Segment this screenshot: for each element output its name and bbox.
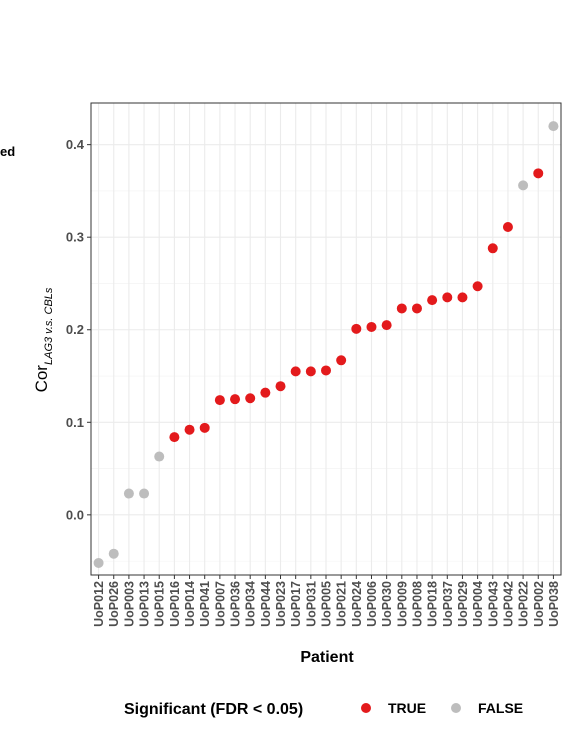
data-point-uop017 [290, 366, 301, 377]
x-tick-label: UoP005 [320, 581, 334, 627]
data-point-uop041 [199, 422, 210, 433]
data-point-uop038 [548, 121, 559, 132]
data-point-uop029 [457, 292, 468, 303]
x-tick-label: UoP034 [244, 581, 258, 627]
data-point-uop003 [123, 488, 134, 499]
data-point-uop024 [351, 323, 362, 334]
x-tick-label: UoP044 [259, 581, 273, 627]
y-axis-ticks: 0.0 0.1 0.2 0.3 0.4 [66, 137, 91, 522]
x-tick-label: UoP012 [92, 581, 106, 627]
x-tick-label: UoP038 [547, 581, 561, 627]
data-point-uop021 [336, 355, 347, 366]
data-point-uop013 [139, 488, 150, 499]
x-tick-label: UoP004 [471, 581, 485, 627]
x-tick-label: UoP015 [153, 581, 167, 627]
x-tick-label: UoP017 [289, 581, 303, 627]
data-point-uop030 [381, 320, 392, 331]
data-point-uop016 [169, 432, 180, 443]
grid-major [91, 103, 561, 575]
data-point-uop043 [487, 243, 498, 254]
legend-label-false: FALSE [478, 700, 523, 716]
x-tick-label: UoP013 [138, 581, 152, 627]
data-point-uop042 [502, 222, 513, 233]
data-point-uop002 [533, 168, 544, 179]
y-axis-title-subscript: LAG3 v.s. CBLs [43, 287, 55, 365]
x-tick-label: UoP041 [198, 581, 212, 627]
data-point-uop037 [442, 292, 453, 303]
x-axis-ticks: UoP012 UoP026 UoP003 UoP013 UoP015 UoP016 UoP0… [92, 575, 561, 627]
x-tick-label: UoP016 [168, 581, 182, 627]
x-tick-label: UoP036 [229, 581, 243, 627]
data-point-uop006 [366, 321, 377, 332]
legend-marker-true [361, 703, 371, 713]
legend: Significant (FDR < 0.05) TRUE FALSE [124, 700, 523, 718]
data-point-uop015 [154, 451, 165, 462]
data-point-uop009 [396, 303, 407, 314]
x-tick-label: UoP006 [365, 581, 379, 627]
y-tick-label: 0.1 [66, 415, 84, 430]
data-points [93, 121, 559, 568]
x-axis-title: Patient [300, 649, 354, 666]
y-tick-label: 0.2 [66, 322, 84, 337]
x-tick-label: UoP030 [380, 581, 394, 627]
x-tick-label: UoP007 [213, 581, 227, 627]
x-tick-label: UoP002 [532, 581, 546, 627]
x-tick-label: UoP031 [304, 581, 318, 627]
data-point-uop005 [321, 365, 331, 376]
data-point-uop036 [230, 394, 241, 405]
data-point-uop008 [411, 303, 422, 314]
data-point-uop044 [260, 387, 271, 398]
x-tick-label: UoP024 [350, 581, 364, 627]
x-tick-label: UoP026 [107, 581, 121, 627]
y-axis-title: CorLAG3 v.s. CBLs [32, 287, 55, 392]
data-point-uop034 [245, 393, 256, 404]
x-tick-label: UoP014 [183, 581, 197, 627]
data-point-uop022 [518, 180, 529, 191]
x-tick-label: UoP021 [335, 581, 349, 627]
data-point-uop012 [93, 557, 104, 568]
data-point-uop018 [427, 295, 438, 306]
data-point-uop014 [184, 424, 195, 435]
x-tick-label: UoP037 [441, 581, 455, 627]
y-tick-label: 0.0 [66, 507, 84, 522]
y-axis-title-main: Cor [32, 365, 51, 393]
x-tick-label: UoP042 [501, 581, 515, 627]
data-point-uop026 [108, 548, 119, 559]
y-tick-label: 0.3 [66, 230, 84, 245]
data-point-uop007 [214, 395, 225, 406]
x-tick-label: UoP043 [486, 581, 500, 627]
legend-title: Significant (FDR < 0.05) [124, 701, 303, 718]
y-tick-label: 0.4 [66, 137, 85, 152]
data-point-uop031 [305, 366, 316, 377]
x-tick-label: UoP008 [410, 581, 424, 627]
cut-off-text: ed [0, 144, 15, 159]
legend-marker-false [451, 703, 461, 713]
x-tick-label: UoP018 [426, 581, 440, 627]
x-tick-label: UoP022 [517, 581, 531, 627]
data-point-uop004 [472, 281, 483, 292]
legend-label-true: TRUE [388, 700, 426, 716]
data-point-uop023 [275, 381, 286, 392]
x-tick-label: UoP003 [122, 581, 136, 627]
x-tick-label: UoP009 [395, 581, 409, 627]
x-tick-label: UoP029 [456, 581, 470, 627]
x-tick-label: UoP023 [274, 581, 288, 627]
